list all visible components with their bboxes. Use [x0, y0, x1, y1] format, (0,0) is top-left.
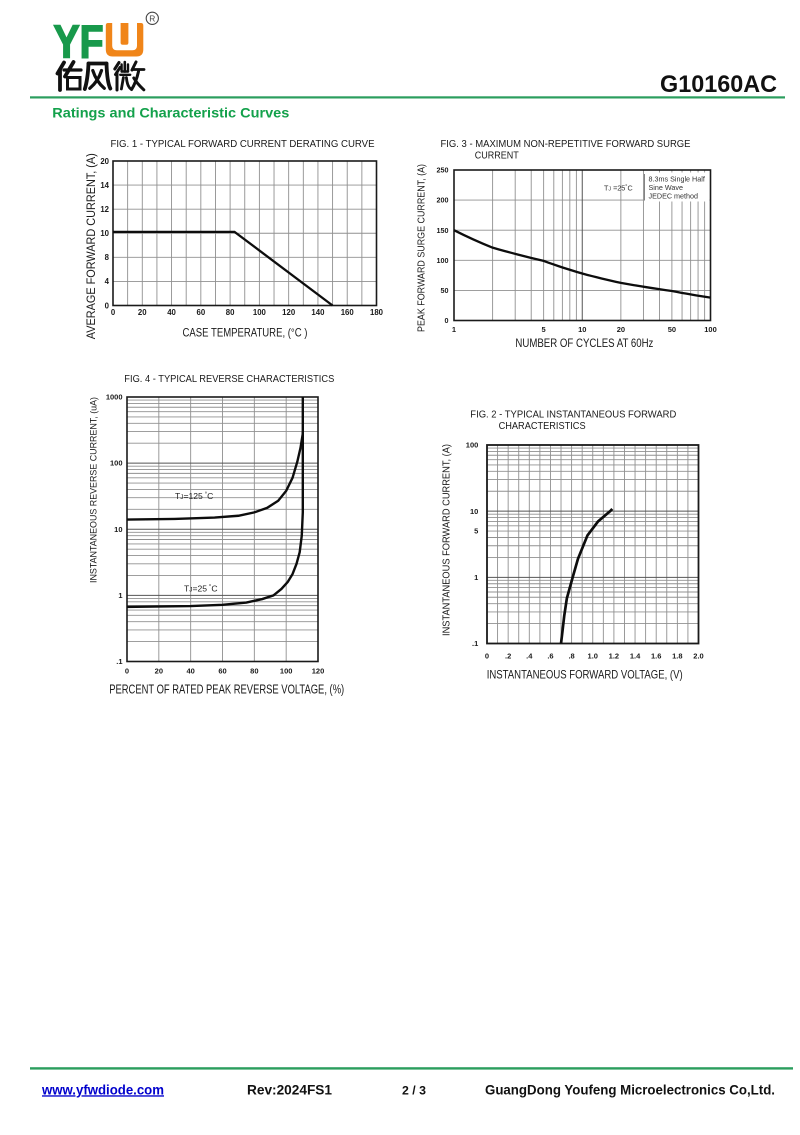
svg-text:14: 14: [100, 181, 109, 190]
svg-text:8: 8: [105, 253, 110, 262]
svg-text:20: 20: [100, 157, 109, 166]
svg-text:.1: .1: [116, 657, 122, 666]
svg-text:1.2: 1.2: [609, 651, 619, 660]
svg-text:200: 200: [437, 196, 449, 205]
svg-text:40: 40: [167, 308, 176, 317]
svg-text:160: 160: [341, 308, 355, 317]
svg-text:5: 5: [474, 527, 478, 536]
svg-text:10: 10: [100, 229, 109, 238]
svg-text:JEDEC method: JEDEC method: [649, 192, 699, 201]
svg-text:www.yfwdiode.com: www.yfwdiode.com: [41, 1082, 164, 1097]
svg-text:CASE TEMPERATURE, (°C ): CASE TEMPERATURE, (°C ): [183, 327, 308, 340]
svg-text:FIG. 1 - TYPICAL FORWARD CURRE: FIG. 1 - TYPICAL FORWARD CURRENT DERATIN…: [111, 139, 375, 150]
svg-text:5: 5: [542, 325, 546, 334]
svg-text:1.4: 1.4: [630, 651, 641, 660]
svg-text:FIG. 3 - MAXIMUM NON-REPETITIV: FIG. 3 - MAXIMUM NON-REPETITIVE FORWARD …: [441, 139, 691, 150]
svg-text:80: 80: [250, 667, 258, 676]
svg-text:.8: .8: [568, 651, 574, 660]
svg-text:1: 1: [474, 573, 478, 582]
svg-text:2 / 3: 2 / 3: [402, 1084, 426, 1098]
svg-text:INSTANTANEOUS REVERSE CURRENT,: INSTANTANEOUS REVERSE CURRENT, (uA): [89, 397, 100, 583]
svg-text:Sine Wave: Sine Wave: [649, 183, 684, 192]
svg-text:40: 40: [186, 667, 194, 676]
svg-text:1.8: 1.8: [672, 651, 682, 660]
svg-text:FIG. 2 - TYPICAL INSTANTANEOUS: FIG. 2 - TYPICAL INSTANTANEOUS FORWARD: [470, 410, 676, 421]
svg-text:20: 20: [155, 667, 163, 676]
svg-text:100: 100: [253, 308, 267, 317]
svg-text:150: 150: [437, 226, 449, 235]
svg-text:.6: .6: [547, 651, 553, 660]
svg-text:GuangDong Youfeng Microelectro: GuangDong Youfeng Microelectronics Co,Lt…: [485, 1083, 775, 1098]
svg-text:8.3ms Single Half: 8.3ms Single Half: [649, 175, 705, 184]
svg-text:80: 80: [226, 308, 235, 317]
svg-text:100: 100: [280, 667, 293, 676]
svg-text:1.0: 1.0: [588, 651, 598, 660]
svg-text:2.0: 2.0: [693, 651, 703, 660]
svg-text:.1: .1: [472, 639, 478, 648]
svg-text:4: 4: [105, 277, 110, 286]
svg-text:10: 10: [470, 507, 478, 516]
svg-text:Rev:2024FS1: Rev:2024FS1: [247, 1082, 332, 1098]
svg-text:20: 20: [138, 308, 147, 317]
svg-text:FIG. 4 - TYPICAL REVERSE CHARA: FIG. 4 - TYPICAL REVERSE CHARACTERISTICS: [124, 374, 334, 385]
svg-text:0: 0: [125, 667, 129, 676]
svg-text:50: 50: [441, 286, 449, 295]
svg-text:.4: .4: [526, 651, 533, 660]
svg-text:1.6: 1.6: [651, 651, 661, 660]
svg-text:1: 1: [452, 325, 456, 334]
svg-text:60: 60: [196, 308, 205, 317]
svg-text:250: 250: [437, 166, 449, 175]
svg-text:YF: YF: [54, 15, 104, 67]
svg-text:140: 140: [311, 308, 325, 317]
svg-text:0: 0: [445, 316, 449, 325]
svg-text:INSTANTANEOUS FORWARD VOLTAGE,: INSTANTANEOUS FORWARD VOLTAGE, (V): [487, 669, 683, 682]
svg-text:1: 1: [118, 591, 122, 600]
svg-text:INSTANTANEOUS FORWARD CURRENT,: INSTANTANEOUS FORWARD CURRENT, (A): [442, 444, 453, 636]
svg-text:PERCENT OF RATED PEAK REVERSE: PERCENT OF RATED PEAK REVERSE VOLTAGE, (…: [109, 682, 344, 697]
svg-text:100: 100: [704, 325, 717, 334]
svg-text:0: 0: [485, 651, 489, 660]
svg-text:100: 100: [110, 459, 123, 468]
svg-text:10: 10: [578, 325, 586, 334]
svg-text:10: 10: [114, 525, 122, 534]
svg-text:PEAK FORWARD SURGE CURRENT, (A: PEAK FORWARD SURGE CURRENT, (A): [417, 164, 428, 332]
svg-text:CHARACTERISTICS: CHARACTERISTICS: [499, 421, 586, 432]
svg-text:Ratings and Characteristic Cur: Ratings and Characteristic Curves: [52, 106, 289, 121]
svg-text:0: 0: [105, 301, 110, 310]
svg-text:120: 120: [282, 308, 296, 317]
svg-text:TJ =25°C: TJ =25°C: [604, 184, 633, 193]
svg-text:12: 12: [100, 205, 109, 214]
svg-text:0: 0: [111, 308, 116, 317]
svg-text:180: 180: [370, 308, 384, 317]
svg-text:120: 120: [312, 667, 325, 676]
svg-text:20: 20: [617, 325, 625, 334]
svg-text:.2: .2: [505, 651, 511, 660]
svg-text:50: 50: [668, 325, 676, 334]
svg-text:100: 100: [466, 441, 479, 450]
svg-text:1000: 1000: [106, 393, 123, 402]
svg-text:TJ=25 °C: TJ=25 °C: [184, 583, 218, 594]
svg-text:G10160AC: G10160AC: [660, 71, 777, 98]
svg-text:NUMBER OF CYCLES AT 60Hz: NUMBER OF CYCLES AT 60Hz: [515, 337, 653, 350]
svg-text:TJ=125 °C: TJ=125 °C: [175, 490, 213, 501]
svg-text:R: R: [149, 13, 155, 23]
svg-text:CURRENT: CURRENT: [475, 151, 519, 162]
svg-text:60: 60: [218, 667, 226, 676]
svg-text:100: 100: [437, 256, 449, 265]
svg-text:AVERAGE FORWARD CURRENT, (A): AVERAGE FORWARD CURRENT, (A): [86, 153, 98, 339]
